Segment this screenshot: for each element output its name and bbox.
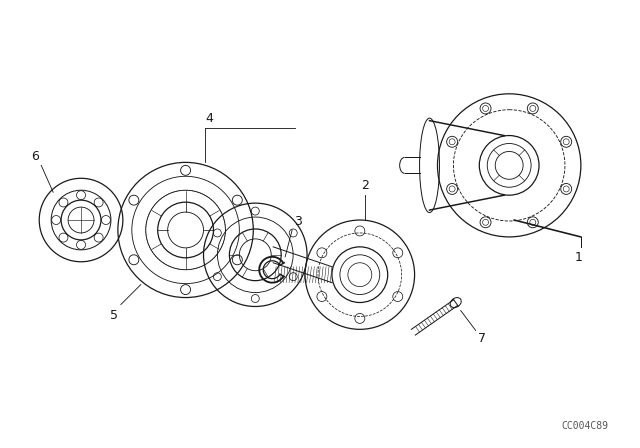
- Text: 7: 7: [477, 332, 486, 345]
- Text: 4: 4: [205, 112, 213, 125]
- Text: 1: 1: [575, 251, 583, 264]
- Text: 6: 6: [31, 151, 39, 164]
- Text: CC004C89: CC004C89: [562, 421, 609, 431]
- Text: 3: 3: [294, 215, 302, 228]
- Text: 2: 2: [361, 179, 369, 192]
- Text: 5: 5: [110, 310, 118, 323]
